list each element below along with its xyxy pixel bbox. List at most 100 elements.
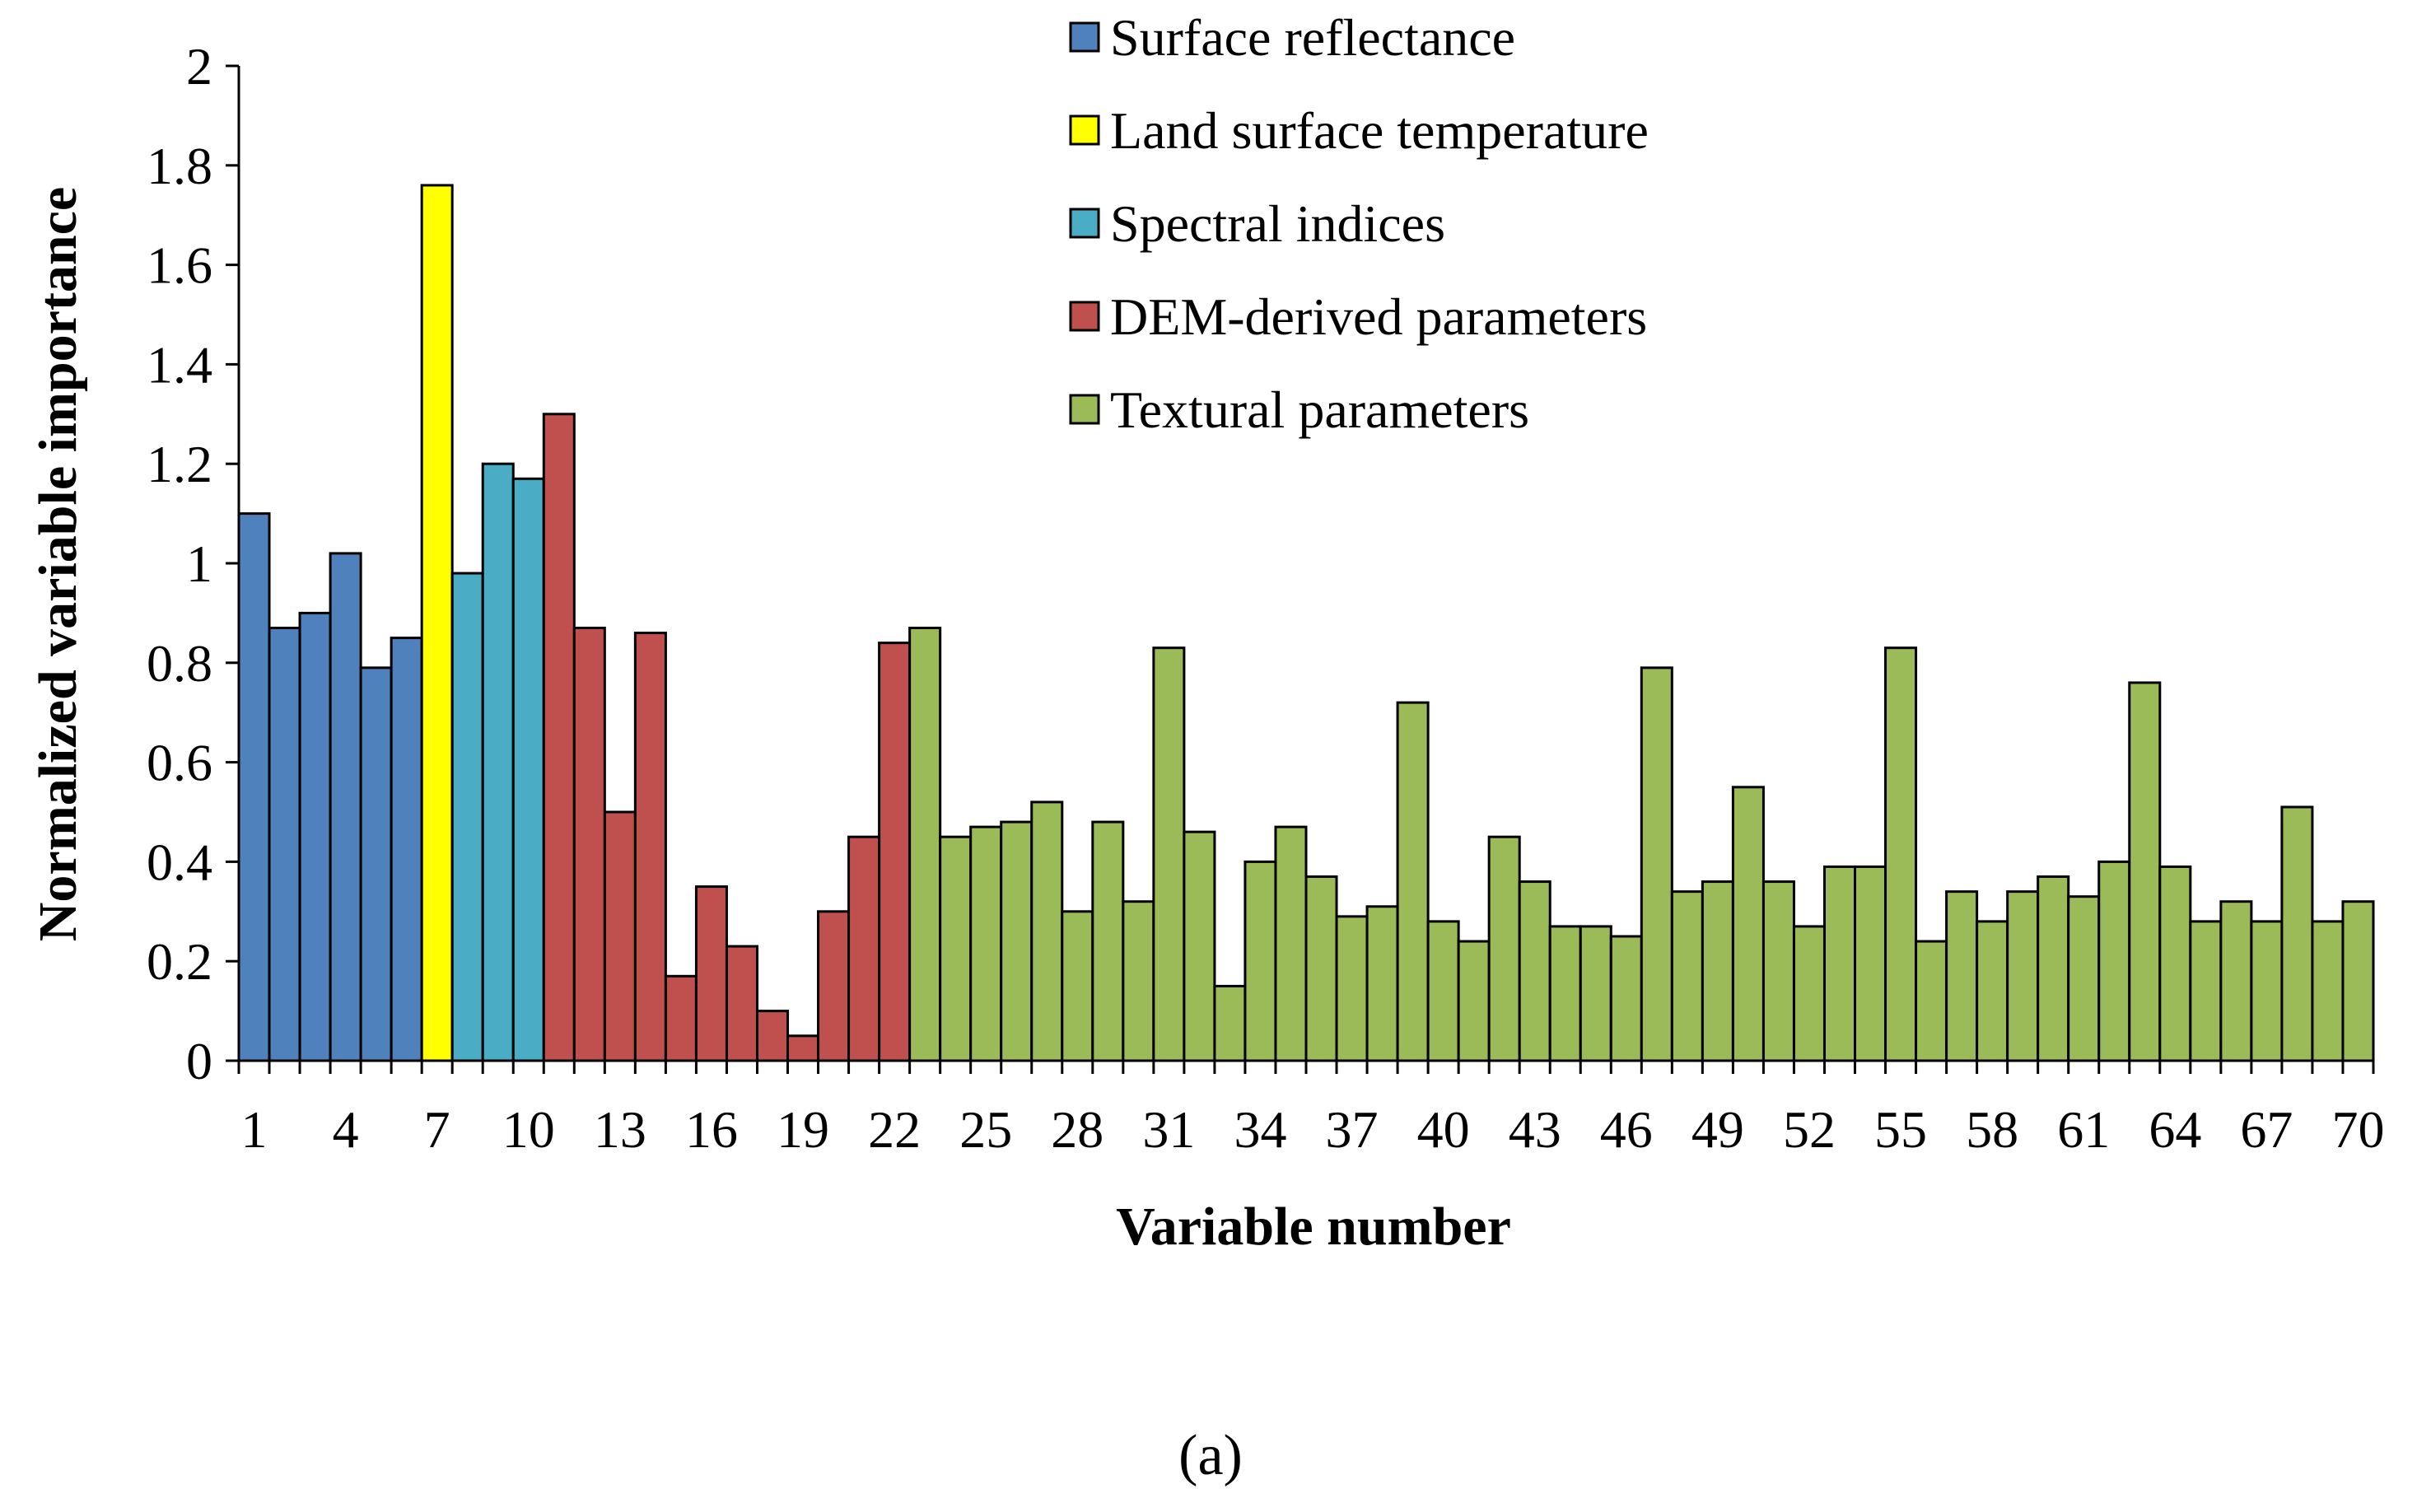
y-tick-label: 1.4 xyxy=(147,335,212,394)
legend-label: Surface reflectance xyxy=(1110,8,1515,67)
bar-variable-20 xyxy=(817,910,851,1062)
bar-variable-45 xyxy=(1579,925,1612,1062)
bar-variable-47 xyxy=(1640,666,1673,1062)
x-tick-label: 34 xyxy=(1234,1100,1286,1159)
bar-variable-55 xyxy=(1884,646,1918,1062)
legend-swatch xyxy=(1069,394,1100,425)
y-tick-label: 1.8 xyxy=(147,137,212,195)
y-axis: 0 0.2 0.4 0.6 0.8 1 1.2 1.4 1.6 1.8 2 xyxy=(147,37,240,1090)
legend-label: Textural parameters xyxy=(1110,380,1529,439)
legend-label: DEM-derived parameters xyxy=(1110,287,1647,346)
x-tick-label: 70 xyxy=(2331,1100,2384,1159)
bar-variable-42 xyxy=(1487,835,1521,1062)
x-tick-label: 61 xyxy=(2057,1100,2110,1159)
bar-variable-6 xyxy=(390,637,423,1062)
bar-variable-54 xyxy=(1854,865,1887,1062)
x-tick-label: 46 xyxy=(1600,1100,1653,1159)
x-tick-label: 55 xyxy=(1874,1100,1927,1159)
bar-variable-14 xyxy=(633,632,667,1062)
bar-variable-53 xyxy=(1822,865,1857,1062)
bar-variable-11 xyxy=(542,413,576,1062)
x-tick-label: 22 xyxy=(868,1100,921,1159)
x-tick-label: 31 xyxy=(1142,1100,1195,1159)
bar-variable-61 xyxy=(2067,895,2101,1062)
bar-variable-27 xyxy=(1030,800,1064,1062)
x-tick-label: 64 xyxy=(2149,1100,2201,1159)
legend-swatch xyxy=(1069,208,1100,239)
bar-variable-44 xyxy=(1548,925,1582,1062)
bar-variable-12 xyxy=(572,627,606,1062)
x-axis: 1 4 7 10 13 16 19 22 25 28 31 34 37 40 43 46 49 52 55 58 61 6… xyxy=(237,1059,2384,1159)
x-tick-label: 16 xyxy=(685,1100,738,1159)
bar-variable-31 xyxy=(1152,646,1186,1062)
bar-variable-18 xyxy=(755,1010,790,1062)
y-tick-label: 1 xyxy=(186,534,212,593)
y-tick-label: 1.6 xyxy=(147,236,212,295)
bar-variable-58 xyxy=(1976,920,2009,1062)
x-tick-label: 28 xyxy=(1051,1100,1104,1159)
bar-variable-69 xyxy=(2311,920,2345,1062)
bar-variable-32 xyxy=(1183,830,1216,1062)
legend-swatch xyxy=(1069,114,1100,146)
x-tick-label: 19 xyxy=(777,1100,829,1159)
x-tick-label: 52 xyxy=(1783,1100,1836,1159)
bar-variable-26 xyxy=(1000,820,1034,1062)
bar-variable-8 xyxy=(450,572,484,1062)
legend-label: Land surface temperature xyxy=(1110,101,1649,160)
bar-variable-28 xyxy=(1061,910,1094,1062)
bar-variable-40 xyxy=(1426,920,1460,1062)
bar-variable-33 xyxy=(1213,984,1247,1062)
bar-variable-2 xyxy=(268,627,301,1062)
x-tick-label: 25 xyxy=(959,1100,1012,1159)
bar-variable-34 xyxy=(1243,860,1277,1062)
bar-variable-60 xyxy=(2037,875,2070,1062)
legend: Surface reflectance Land surface temperat… xyxy=(1069,8,1649,439)
x-tick-label: 58 xyxy=(1966,1100,2018,1159)
x-tick-label: 43 xyxy=(1509,1100,1561,1159)
bar-variable-9 xyxy=(481,462,515,1062)
legend-swatch xyxy=(1069,301,1100,332)
y-tick-label: 0.4 xyxy=(147,833,212,891)
bar-variable-64 xyxy=(2158,865,2192,1062)
bar-variable-46 xyxy=(1609,935,1643,1062)
x-tick-label: 7 xyxy=(424,1100,450,1159)
bar-variable-22 xyxy=(878,642,912,1062)
bar-variable-62 xyxy=(2097,860,2131,1062)
bar-variable-1 xyxy=(237,512,271,1062)
bar-variable-65 xyxy=(2189,920,2223,1062)
panel-label: (a) xyxy=(1178,1424,1243,1487)
bar-variable-38 xyxy=(1365,905,1399,1062)
bar-variable-68 xyxy=(2280,805,2314,1062)
bar-variable-52 xyxy=(1792,925,1826,1062)
x-tick-label: 49 xyxy=(1691,1100,1744,1159)
y-axis-title: Normalized variable importance xyxy=(28,187,88,941)
bar-variable-35 xyxy=(1274,825,1308,1062)
bar-variable-49 xyxy=(1701,880,1734,1062)
bar-variable-4 xyxy=(329,552,362,1062)
bar-variable-16 xyxy=(694,885,728,1062)
bar-variable-56 xyxy=(1915,940,1948,1062)
bar-variable-17 xyxy=(725,945,758,1062)
bar-variable-19 xyxy=(786,1034,820,1062)
x-tick-label: 1 xyxy=(241,1100,268,1159)
x-axis-title: Variable number xyxy=(1116,1197,1511,1257)
bar-variable-37 xyxy=(1335,915,1369,1062)
x-tick-label: 4 xyxy=(333,1100,359,1159)
bar-variable-13 xyxy=(603,810,637,1062)
y-tick-label: 0.2 xyxy=(147,932,212,991)
bar-variable-43 xyxy=(1518,880,1551,1062)
bar-variable-25 xyxy=(969,825,1003,1062)
bar-variable-30 xyxy=(1122,900,1155,1062)
bar-variable-23 xyxy=(908,627,942,1062)
x-tick-label: 40 xyxy=(1417,1100,1470,1159)
bar-variable-67 xyxy=(2250,920,2284,1062)
bar-variable-15 xyxy=(664,974,698,1062)
bar-variable-21 xyxy=(847,835,881,1062)
x-tick-label: 67 xyxy=(2240,1100,2293,1159)
bar-variable-3 xyxy=(298,611,332,1062)
legend-swatch xyxy=(1069,21,1100,53)
bar-variable-66 xyxy=(2219,900,2253,1062)
bar-variable-63 xyxy=(2128,681,2162,1062)
bars-layer xyxy=(237,184,2375,1062)
